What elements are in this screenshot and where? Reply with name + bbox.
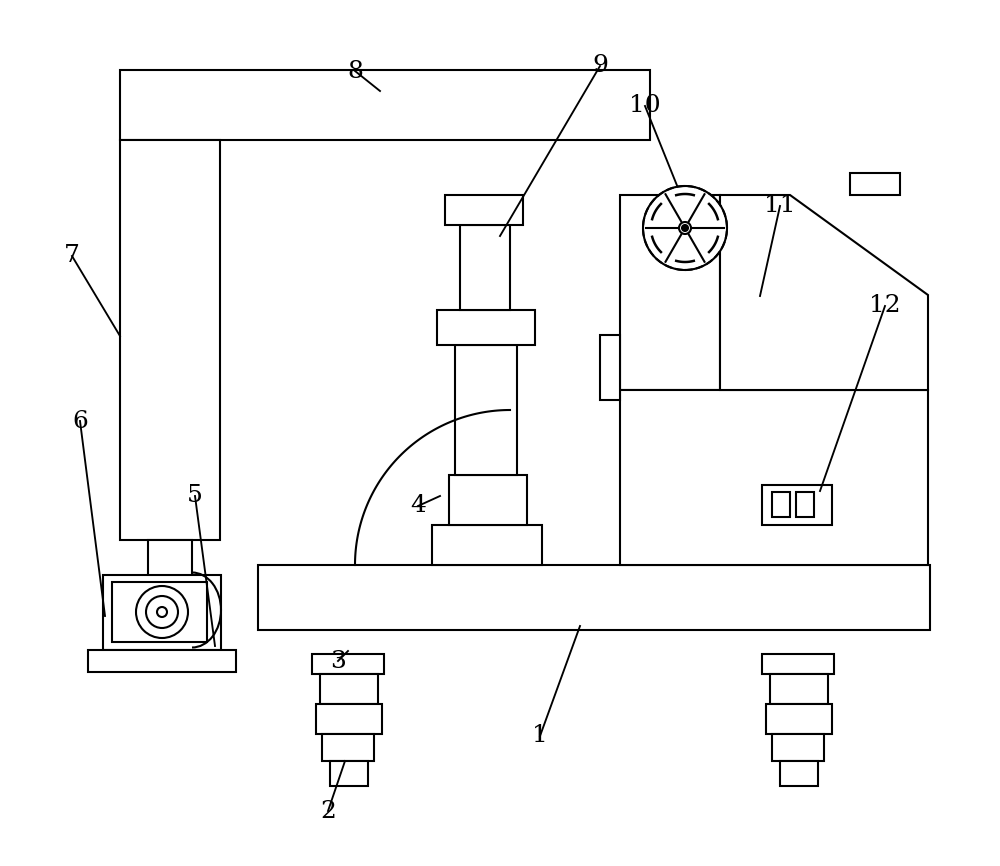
Text: 12: 12	[869, 294, 901, 318]
Bar	[312, 654, 384, 674]
Text: 1: 1	[532, 725, 548, 747]
Bar	[330, 761, 368, 786]
Text: 6: 6	[72, 410, 88, 432]
Text: 8: 8	[347, 60, 363, 82]
Bar	[455, 345, 517, 475]
Polygon shape	[720, 195, 928, 390]
Bar	[88, 650, 236, 672]
Circle shape	[136, 586, 188, 638]
Bar	[437, 310, 535, 345]
Bar	[148, 540, 192, 600]
Bar	[620, 195, 720, 390]
Bar	[432, 525, 542, 565]
Bar	[103, 575, 221, 650]
Bar	[850, 173, 900, 195]
Bar	[449, 475, 527, 525]
Bar	[780, 761, 818, 786]
Text: 7: 7	[64, 244, 80, 268]
Circle shape	[643, 186, 727, 270]
Circle shape	[157, 607, 167, 617]
Bar	[445, 195, 523, 225]
Text: 4: 4	[410, 494, 426, 518]
Circle shape	[679, 222, 691, 234]
Bar	[762, 654, 834, 674]
Bar	[762, 485, 832, 525]
Bar	[322, 734, 374, 761]
Text: 2: 2	[320, 799, 336, 823]
Circle shape	[682, 225, 688, 231]
Text: 5: 5	[187, 484, 203, 507]
Bar	[258, 565, 930, 630]
Text: 10: 10	[629, 94, 661, 118]
Bar	[770, 674, 828, 704]
Bar	[772, 734, 824, 761]
Bar	[120, 140, 220, 540]
Bar	[796, 492, 814, 517]
Bar	[772, 492, 790, 517]
Bar	[120, 70, 650, 140]
Bar	[600, 335, 620, 400]
Circle shape	[146, 596, 178, 628]
Text: 11: 11	[764, 195, 796, 217]
Text: 9: 9	[592, 55, 608, 77]
Bar	[460, 225, 510, 310]
Text: 3: 3	[330, 650, 346, 673]
Bar	[112, 582, 207, 642]
Bar	[316, 704, 382, 734]
Bar	[766, 704, 832, 734]
Bar	[620, 390, 928, 565]
Bar	[320, 674, 378, 704]
